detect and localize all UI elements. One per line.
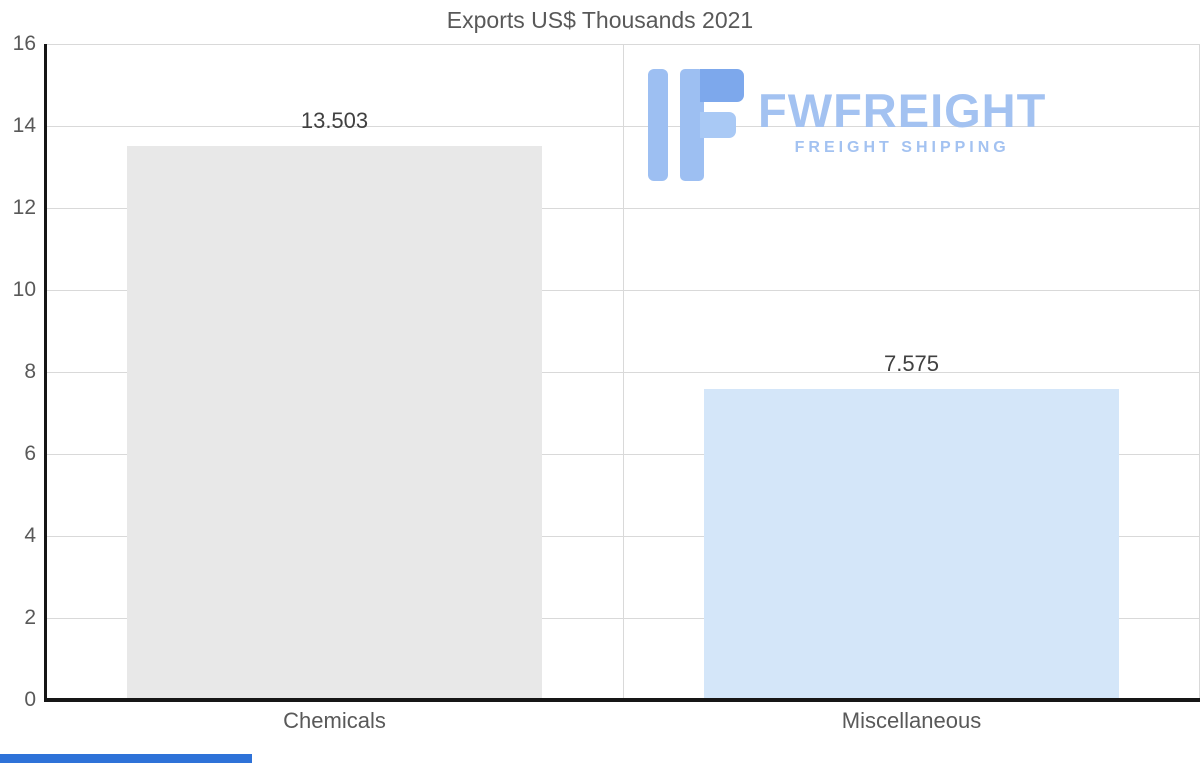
vertical-gridline	[622, 44, 624, 700]
plot-area: 13.503 7.575	[46, 43, 1200, 700]
logo: FWFREIGHT FREIGHT SHIPPING	[648, 66, 1046, 184]
y-axis-line	[44, 44, 47, 702]
bar-chemicals	[126, 146, 543, 700]
x-axis-line	[44, 698, 1200, 702]
logo-wordmark: FWFREIGHT	[758, 84, 1047, 137]
chart-title: Exports US$ Thousands 2021	[446, 7, 754, 33]
x-axis-category-label: Chemicals	[283, 708, 386, 733]
y-axis-tick-label: 8	[24, 360, 36, 383]
y-axis-tick-label: 12	[12, 196, 36, 219]
fwfreight-logo-icon	[648, 69, 744, 181]
y-axis-tick-label: 6	[24, 442, 36, 465]
y-axis-tick-label: 4	[24, 524, 36, 547]
x-axis-category-labels: Chemicals Miscellaneous	[46, 708, 1200, 740]
y-axis-tick-label: 14	[12, 114, 36, 137]
bottom-accent-bar	[0, 754, 252, 763]
y-axis-tick-label: 2	[24, 606, 36, 629]
y-axis-tick-labels: 0 2 4 6 8 10 12 14 16	[0, 32, 36, 711]
logo-tagline: FREIGHT SHIPPING	[794, 139, 1010, 157]
y-axis-tick-label: 0	[24, 688, 36, 711]
bar-value-label: 7.575	[883, 351, 940, 377]
vertical-gridline	[1198, 44, 1200, 700]
bar-value-label: 13.503	[300, 108, 369, 134]
bar-miscellaneous	[703, 389, 1120, 700]
y-axis-tick-label: 10	[12, 278, 36, 301]
x-axis-category-label: Miscellaneous	[841, 708, 982, 733]
logo-text-block: FWFREIGHT FREIGHT SHIPPING	[758, 86, 1046, 157]
y-axis-tick-label: 16	[12, 32, 36, 55]
